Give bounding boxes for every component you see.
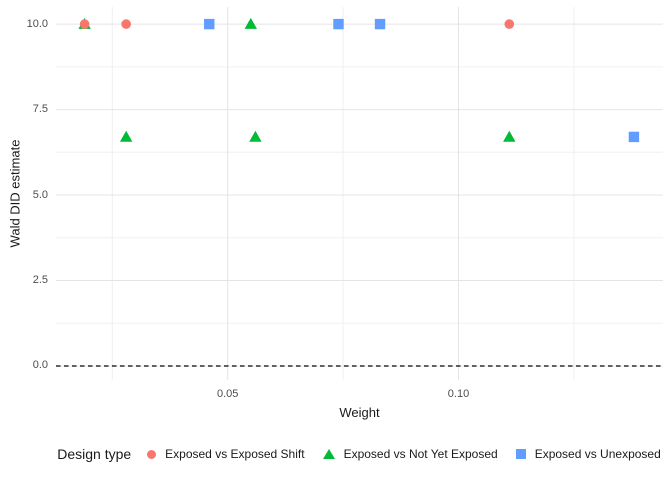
legend-item: Exposed vs Unexposed [515, 447, 661, 461]
legend-items: Exposed vs Exposed Shift Exposed vs Not Y… [144, 447, 661, 461]
circle-key-icon [147, 449, 157, 459]
data-point-triangle [244, 17, 257, 29]
legend-title: Design type [57, 446, 132, 462]
data-point-square [333, 18, 344, 30]
legend: Design type Exposed vs Exposed Shift Expo… [0, 443, 672, 465]
data-point-square [204, 18, 215, 30]
legend-item-label: Exposed vs Exposed Shift [165, 447, 305, 461]
data-point-triangle [119, 130, 133, 142]
y-tick-label: 7.5 [32, 103, 48, 116]
data-point-square [374, 18, 386, 30]
plot-panel [56, 7, 663, 380]
y-tick-label: 2.5 [32, 274, 48, 286]
square-key-icon [515, 449, 526, 459]
x-tick-label: 0.10 [447, 388, 470, 400]
legend-item-label: Exposed vs Not Yet Exposed [343, 447, 498, 461]
legend-item-label: Exposed vs Unexposed [534, 447, 661, 461]
x-axis-title: Weight [339, 405, 380, 420]
data-point-circle [79, 19, 90, 29]
data-point-triangle [503, 130, 516, 142]
data-point-circle [121, 19, 131, 29]
data-point-square [628, 131, 640, 143]
y-tick-label: 0.0 [32, 359, 48, 372]
y-tick-label: 10.0 [26, 17, 48, 30]
legend-item: Exposed vs Not Yet Exposed [322, 447, 498, 461]
y-tick-label: 5.0 [32, 188, 48, 201]
data-point-circle [504, 19, 515, 29]
triangle-key-icon [322, 449, 335, 459]
legend-item: Exposed vs Exposed Shift [147, 447, 305, 461]
data-point-triangle [249, 130, 262, 142]
x-tick-label: 0.05 [216, 388, 239, 400]
